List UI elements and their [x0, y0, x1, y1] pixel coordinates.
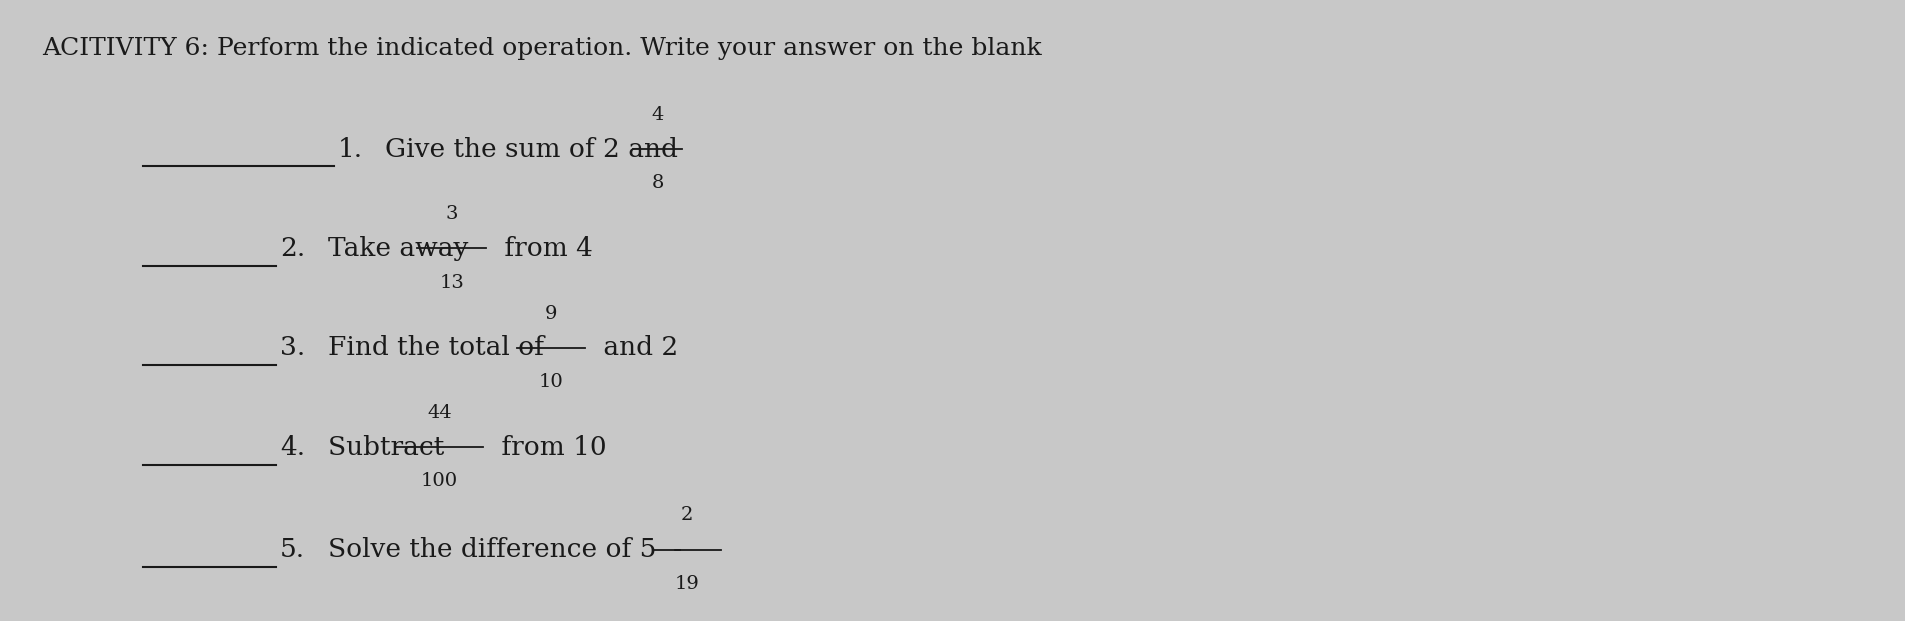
- Text: ACITIVITY 6: Perform the indicated operation. Write your answer on the blank: ACITIVITY 6: Perform the indicated opera…: [42, 37, 1042, 60]
- Text: 9: 9: [545, 305, 556, 322]
- Text: 5.: 5.: [280, 537, 305, 562]
- Text: 100: 100: [421, 473, 457, 490]
- Text: 2.: 2.: [280, 236, 305, 261]
- Text: from 4: from 4: [495, 236, 592, 261]
- Text: Subtract: Subtract: [328, 435, 451, 460]
- Text: 4.: 4.: [280, 435, 305, 460]
- Text: and 2: and 2: [594, 335, 678, 360]
- Text: 44: 44: [427, 404, 451, 422]
- Text: 3.: 3.: [280, 335, 305, 360]
- Text: 1.: 1.: [337, 137, 362, 161]
- Text: 10: 10: [539, 373, 562, 391]
- Text: Give the sum of 2 and: Give the sum of 2 and: [385, 137, 686, 161]
- Text: 3: 3: [446, 206, 457, 223]
- Text: 13: 13: [438, 274, 465, 291]
- Text: 8: 8: [652, 175, 663, 192]
- Text: Solve the difference of 5  -: Solve the difference of 5 -: [328, 537, 690, 562]
- Text: from 10: from 10: [491, 435, 606, 460]
- Text: 4: 4: [652, 106, 663, 124]
- Text: 2: 2: [680, 507, 693, 524]
- Text: Find the total of: Find the total of: [328, 335, 552, 360]
- Text: 19: 19: [674, 575, 699, 592]
- Text: Take away: Take away: [328, 236, 476, 261]
